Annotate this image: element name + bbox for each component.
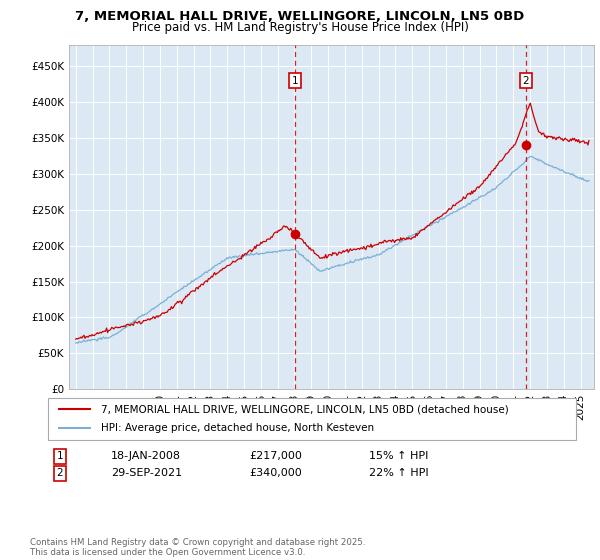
- Text: £340,000: £340,000: [249, 468, 302, 478]
- Text: 7, MEMORIAL HALL DRIVE, WELLINGORE, LINCOLN, LN5 0BD: 7, MEMORIAL HALL DRIVE, WELLINGORE, LINC…: [76, 10, 524, 22]
- Text: 2: 2: [523, 76, 529, 86]
- Text: 7, MEMORIAL HALL DRIVE, WELLINGORE, LINCOLN, LN5 0BD (detached house): 7, MEMORIAL HALL DRIVE, WELLINGORE, LINC…: [101, 404, 509, 414]
- Text: HPI: Average price, detached house, North Kesteven: HPI: Average price, detached house, Nort…: [101, 423, 374, 433]
- Text: Contains HM Land Registry data © Crown copyright and database right 2025.
This d: Contains HM Land Registry data © Crown c…: [30, 538, 365, 557]
- Text: 18-JAN-2008: 18-JAN-2008: [111, 451, 181, 461]
- Text: 1: 1: [56, 451, 64, 461]
- Text: 22% ↑ HPI: 22% ↑ HPI: [369, 468, 428, 478]
- Text: 15% ↑ HPI: 15% ↑ HPI: [369, 451, 428, 461]
- Text: £217,000: £217,000: [249, 451, 302, 461]
- Text: 29-SEP-2021: 29-SEP-2021: [111, 468, 182, 478]
- Text: 1: 1: [292, 76, 299, 86]
- Text: Price paid vs. HM Land Registry's House Price Index (HPI): Price paid vs. HM Land Registry's House …: [131, 21, 469, 34]
- Text: 2: 2: [56, 468, 64, 478]
